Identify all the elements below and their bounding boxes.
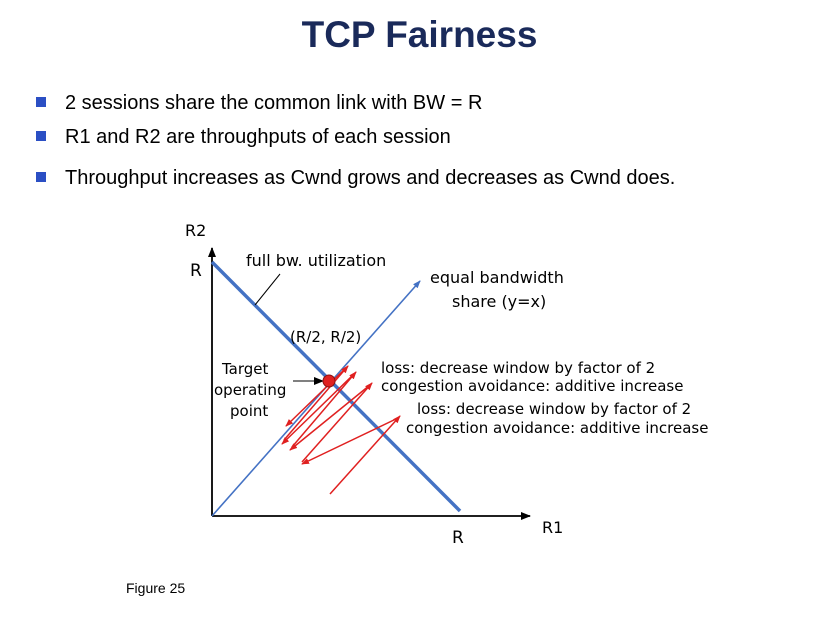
point-label: (R/2, R/2) (290, 328, 361, 346)
bullet-square-icon (36, 130, 46, 141)
target-label-2: operating (214, 381, 286, 399)
bullet-square-icon (36, 171, 46, 182)
target-point-dot (322, 374, 336, 388)
full-bw-leader (254, 273, 281, 306)
y-axis-label: R2 (185, 221, 206, 240)
equal-share-label-1: equal bandwidth (430, 268, 564, 287)
annotation-1-line-2: congestion avoidance: additive increase (381, 377, 683, 395)
annotation-2-line-1: loss: decrease window by factor of 2 (417, 400, 691, 418)
sawtooth-arrow (301, 382, 373, 463)
sawtooth-arrow (329, 415, 401, 495)
bullet-item: R1 and R2 are throughputs of each sessio… (36, 126, 451, 149)
sawtooth-arrow (281, 373, 355, 445)
x-axis-label: R1 (542, 518, 563, 537)
target-label-1: Target (221, 360, 269, 378)
bullet-item: 2 sessions share the common link with BW… (36, 92, 482, 115)
equal-share-line (211, 280, 421, 517)
full-bw-label: full bw. utilization (246, 251, 386, 270)
bullet-square-icon (36, 96, 46, 107)
sawtooth-arrow (301, 417, 399, 465)
annotation-1-line-1: loss: decrease window by factor of 2 (381, 359, 655, 377)
bullet-text: Throughput increases as Cwnd grows and d… (65, 167, 676, 189)
sawtooth-arrow (289, 384, 371, 451)
sawtooth-arrow (291, 371, 357, 448)
bullet-item: Throughput increases as Cwnd grows and d… (36, 167, 675, 190)
y-axis-r-label: R (190, 261, 202, 281)
sawtooth-arrows (281, 365, 401, 495)
x-axis-r-label: R (452, 528, 464, 548)
equal-share-label-2: share (y=x) (452, 292, 546, 311)
sawtooth-arrow (283, 365, 349, 441)
annotation-2-line-2: congestion avoidance: additive increase (406, 419, 708, 437)
bullet-text: 2 sessions share the common link with BW… (65, 92, 483, 114)
target-label-3: point (230, 402, 268, 420)
bullet-text: R1 and R2 are throughputs of each sessio… (65, 126, 451, 148)
sawtooth-arrow (285, 367, 347, 427)
page-title: TCP Fairness (301, 14, 538, 55)
full-bw-line (210, 260, 462, 513)
figure-caption: Figure 25 (126, 580, 186, 596)
